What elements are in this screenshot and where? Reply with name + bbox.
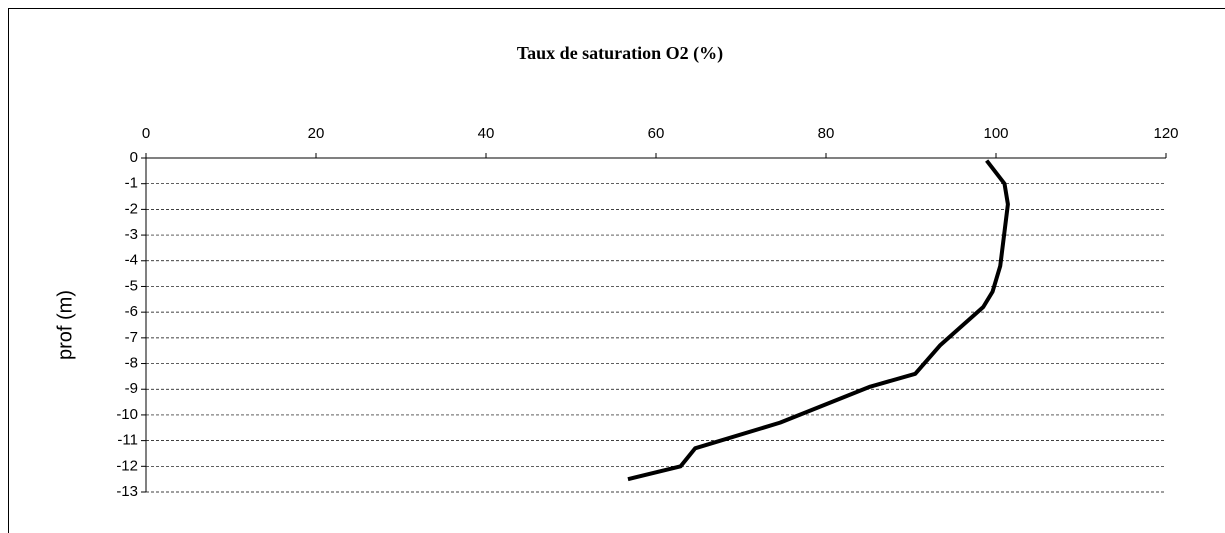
y-axis-label: prof (m) [54, 290, 76, 360]
y-tick-label: 0 [130, 149, 138, 166]
y-tick-label: -9 [125, 380, 138, 397]
y-tick-label: -5 [125, 277, 138, 294]
y-tick-label: -2 [125, 200, 138, 217]
y-tick-label: -12 [116, 457, 138, 474]
x-tick-label: 120 [1153, 125, 1178, 142]
y-tick-label: -13 [116, 483, 138, 500]
chart-title: Taux de saturation O2 (%) [517, 43, 723, 64]
x-tick-label: 80 [818, 125, 835, 142]
y-tick-label: -10 [116, 406, 138, 423]
chart-frame [8, 8, 1225, 533]
y-tick-label: -6 [125, 303, 138, 320]
y-tick-label: -1 [125, 175, 138, 192]
data-line [627, 159, 1010, 482]
y-tick-label: -4 [125, 252, 138, 269]
y-tick-label: -3 [125, 226, 138, 243]
y-tick-label: -7 [125, 329, 138, 346]
x-tick-label: 0 [142, 125, 150, 142]
x-tick-label: 40 [478, 125, 495, 142]
y-tick-label: -8 [125, 355, 138, 372]
y-tick-label: -11 [117, 432, 138, 449]
x-tick-label: 100 [983, 125, 1008, 142]
x-tick-label: 60 [648, 125, 665, 142]
x-tick-label: 20 [308, 125, 325, 142]
